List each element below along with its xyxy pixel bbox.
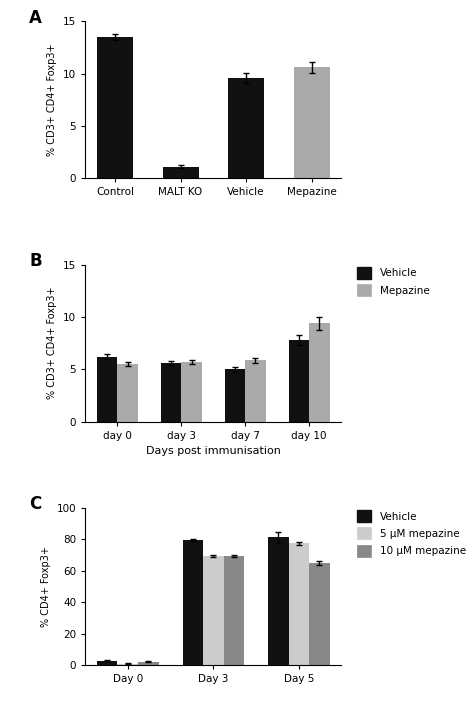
Bar xyxy=(118,664,138,665)
Bar xyxy=(289,543,309,665)
Bar xyxy=(309,323,329,422)
Text: B: B xyxy=(29,252,42,270)
Legend: Vehicle, Mepazine: Vehicle, Mepazine xyxy=(357,267,429,296)
Bar xyxy=(268,537,289,665)
Bar xyxy=(138,662,158,665)
Bar xyxy=(97,37,133,179)
Bar xyxy=(182,540,203,665)
Bar xyxy=(203,556,224,665)
Text: A: A xyxy=(29,9,42,27)
Bar xyxy=(228,78,264,179)
Bar xyxy=(225,370,245,422)
Y-axis label: % CD4+ Foxp3+: % CD4+ Foxp3+ xyxy=(41,546,51,627)
Bar xyxy=(118,364,138,422)
Bar xyxy=(245,360,266,422)
Y-axis label: % CD3+ CD4+ Foxp3+: % CD3+ CD4+ Foxp3+ xyxy=(47,44,57,156)
Y-axis label: % CD3+ CD4+ Foxp3+: % CD3+ CD4+ Foxp3+ xyxy=(47,287,57,400)
Bar xyxy=(293,67,329,179)
Bar xyxy=(97,357,118,422)
X-axis label: Days post immunisation: Days post immunisation xyxy=(146,446,281,456)
Bar xyxy=(289,340,309,422)
Bar xyxy=(224,556,244,665)
Bar xyxy=(161,363,182,422)
Text: C: C xyxy=(29,495,41,513)
Legend: Vehicle, 5 μM mepazine, 10 μM mepazine: Vehicle, 5 μM mepazine, 10 μM mepazine xyxy=(357,510,466,556)
Bar xyxy=(163,167,199,179)
Bar xyxy=(97,661,118,665)
Bar xyxy=(309,563,329,665)
Bar xyxy=(182,362,202,422)
